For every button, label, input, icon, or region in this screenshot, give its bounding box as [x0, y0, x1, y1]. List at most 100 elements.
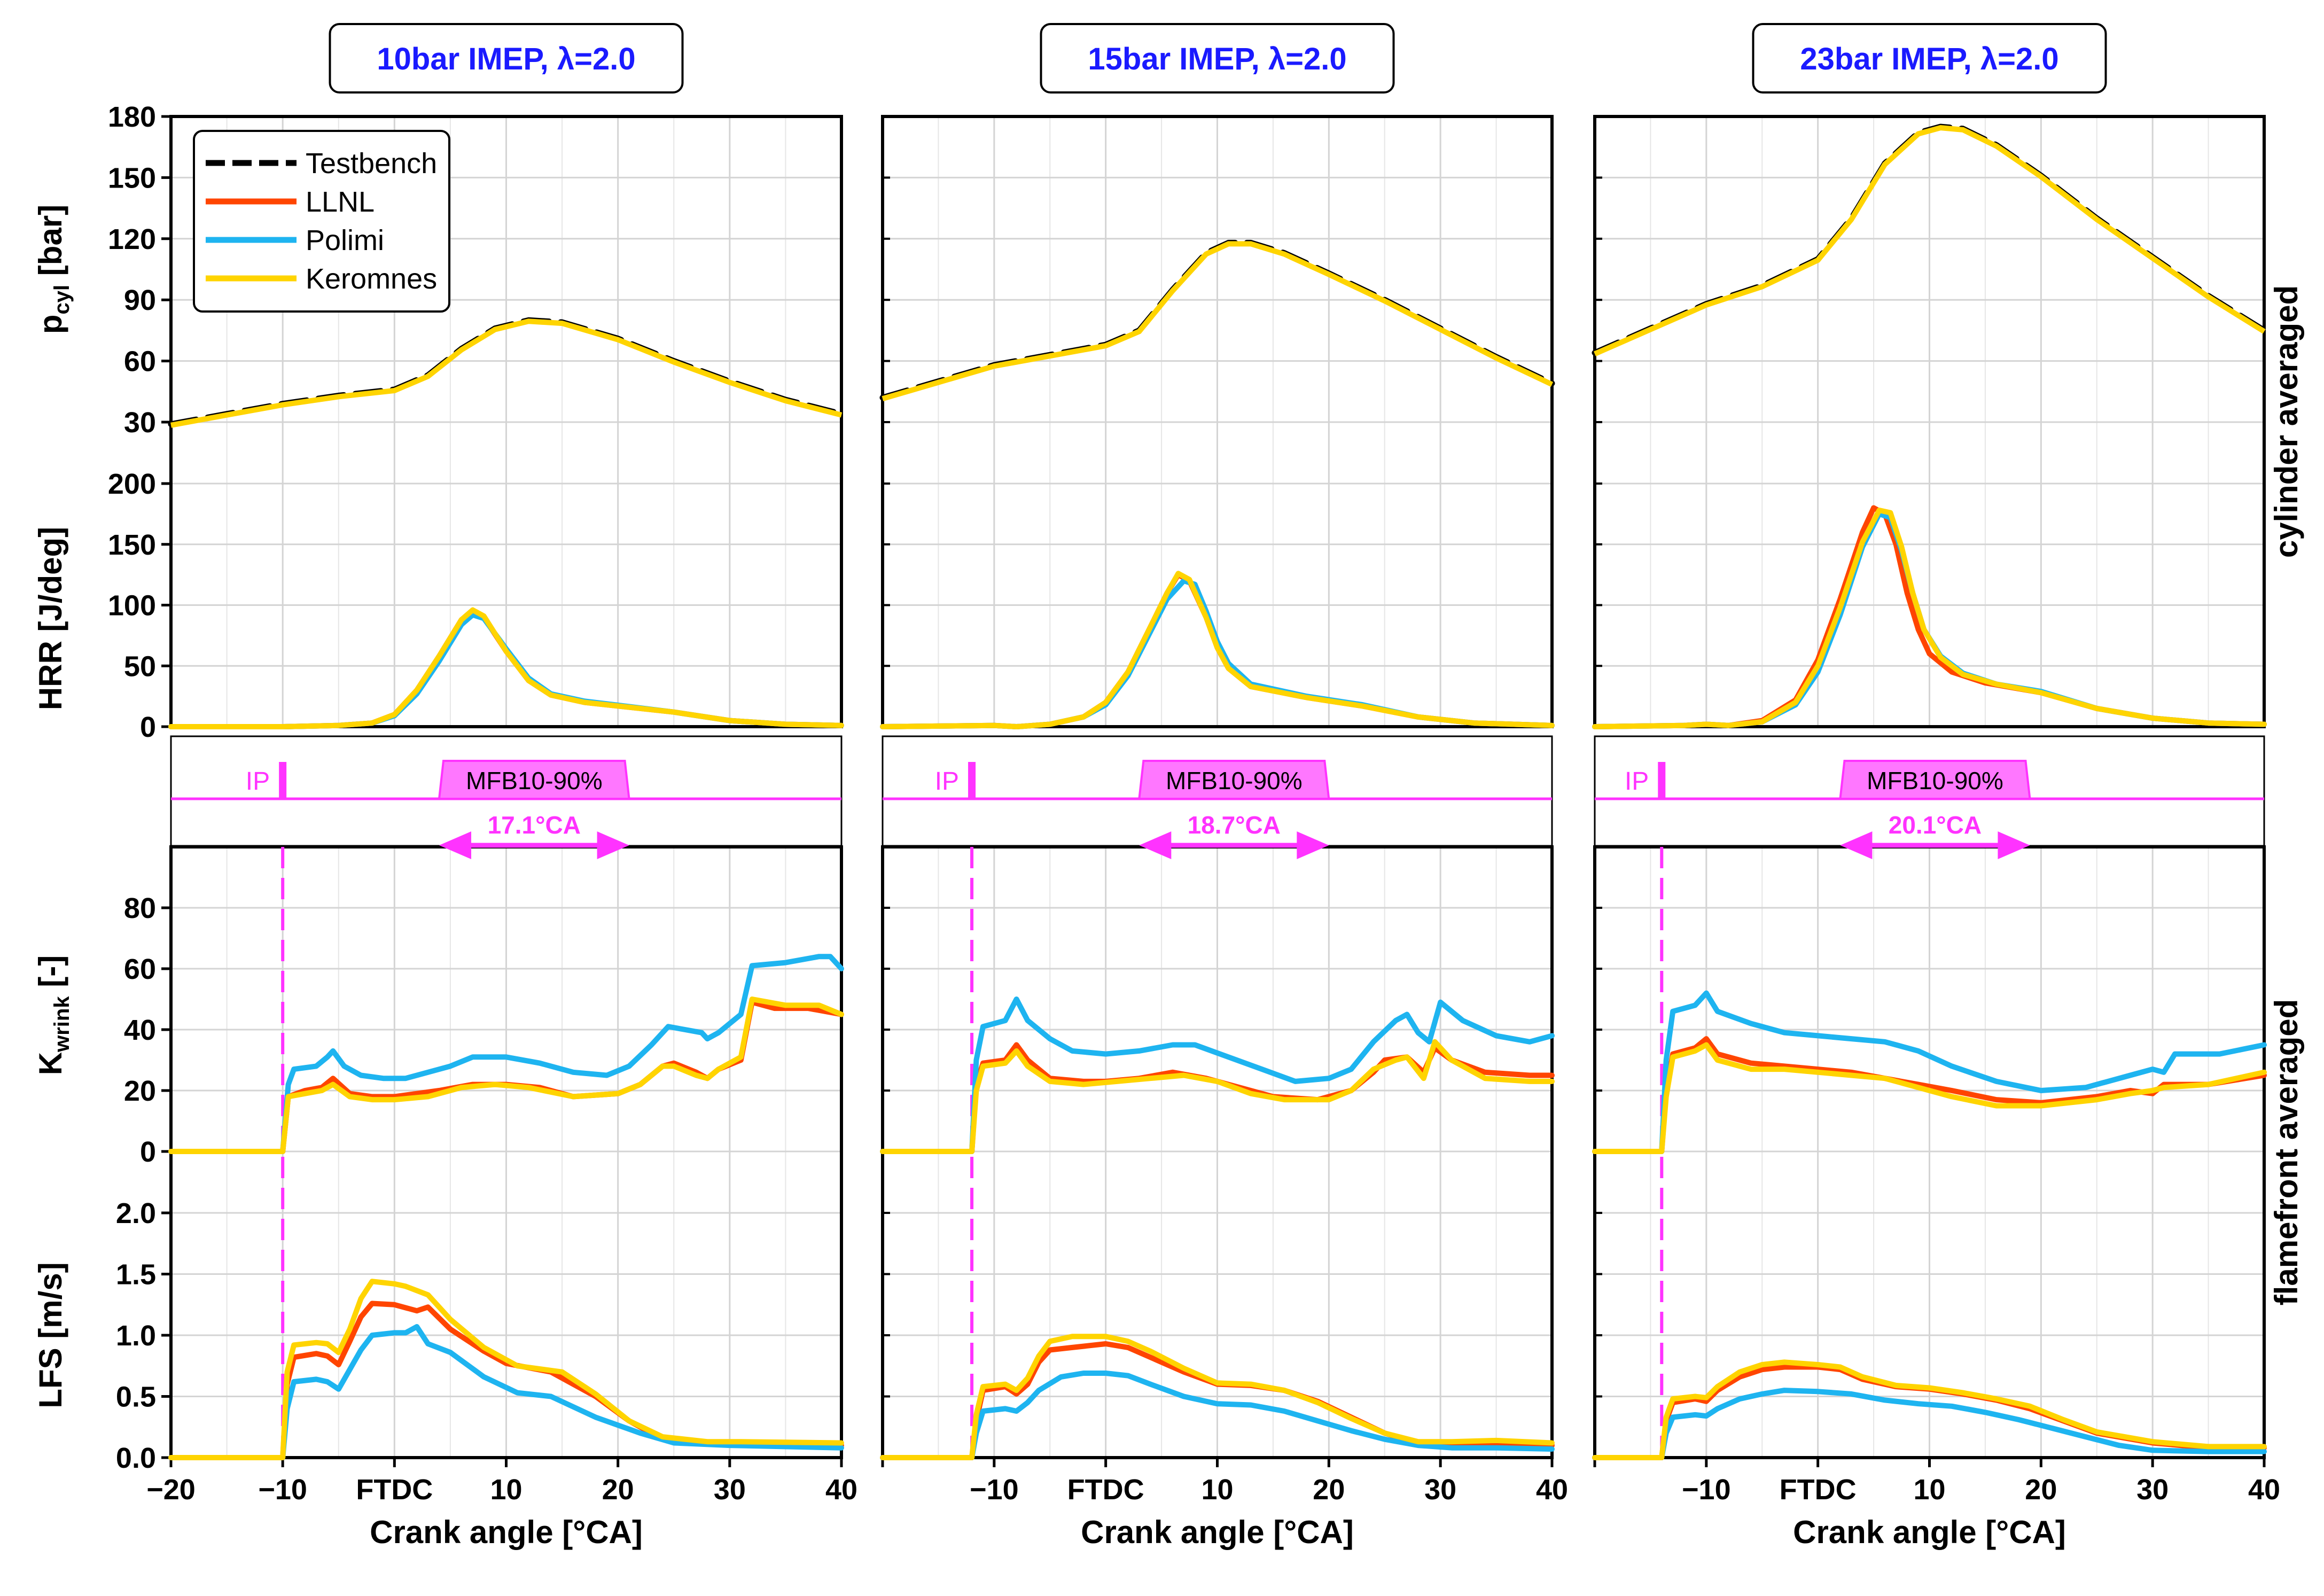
duration-arrow-right: [597, 831, 629, 859]
y-tick-label-lfs: 1.5: [116, 1259, 156, 1291]
y-axis-label-hrr: HRR [J/deg]: [33, 527, 68, 710]
y-tick-label-hrr: 50: [124, 650, 156, 682]
x-tick-label: 20: [2025, 1474, 2057, 1506]
ip-marker: [1658, 762, 1666, 799]
panel-2: −10 FTDC 10 20 30 40 Crank angle [°CA] 15bar IM…: [879, 23, 1568, 1550]
x-axis-label: Crank angle [°CA]: [1081, 1514, 1354, 1550]
x-tick-label: −10: [258, 1474, 307, 1506]
x-axis-label: Crank angle [°CA]: [1793, 1514, 2066, 1550]
series-kwrink-polimi: [168, 954, 844, 1154]
x-tick-label: −10: [1682, 1474, 1731, 1506]
y-tick-label-pcyl: 90: [124, 284, 156, 316]
y-tick-label-pcyl: 150: [108, 162, 156, 194]
x-axis-label: Crank angle [°CA]: [370, 1514, 643, 1550]
series-pcyl-keromnes: [170, 318, 843, 428]
x-tick-label: FTDC: [356, 1474, 433, 1506]
y-label-main: p: [33, 314, 68, 334]
mfb-label: MFB10-90%: [1166, 767, 1303, 795]
series-kwrink-keromnes: [880, 1039, 1555, 1154]
x-tick-label: 20: [1313, 1474, 1345, 1506]
y-tick-label-kwrink: 60: [124, 953, 156, 985]
y-label-sub: cyl: [50, 285, 74, 315]
series-lfs-polimi: [168, 1324, 844, 1460]
y-tick-label-lfs: 0.5: [116, 1381, 156, 1413]
right-label-cylinder-averaged: cylinder averaged: [2268, 285, 2304, 558]
x-tick-label: 30: [2136, 1474, 2169, 1506]
x-tick-label: FTDC: [1780, 1474, 1857, 1506]
legend-label-testbench: Testbench: [306, 147, 437, 180]
panel-title: 10bar IMEP, λ=2.0: [377, 42, 635, 76]
series-hrr-keromnes: [880, 571, 1555, 729]
legend-label-polimi: Polimi: [306, 224, 384, 256]
x-tick-label: 40: [1536, 1474, 1568, 1506]
series-lfs-keromnes: [168, 1279, 844, 1460]
duration-arrow-left: [1840, 831, 1873, 859]
y-tick-label-hrr: 150: [108, 529, 156, 561]
panel-title: 23bar IMEP, λ=2.0: [1800, 42, 2058, 76]
y-axis-label-lfs: LFS [m/s]: [33, 1262, 68, 1408]
duration-label: 18.7°CA: [1188, 811, 1281, 839]
duration-arrow-left: [1139, 831, 1172, 859]
duration-arrow-right: [1297, 831, 1329, 859]
ip-label: IP: [1625, 767, 1649, 796]
legend-box: [193, 130, 450, 313]
mfb-bar: [1839, 760, 2031, 800]
y-label-main: K: [33, 1052, 68, 1075]
ip-label: IP: [935, 767, 959, 796]
duration-label: 20.1°CA: [1889, 811, 1982, 839]
ip-marker: [968, 762, 976, 799]
y-tick-label-lfs: 1.0: [116, 1320, 156, 1352]
duration-label: 17.1°CA: [488, 811, 581, 839]
mfb-bar: [438, 760, 630, 800]
x-tick-label: −20: [146, 1474, 196, 1506]
x-tick-label: 40: [825, 1474, 857, 1506]
series-pcyl-keromnes: [1593, 125, 2266, 356]
series-pcyl-keromnes: [882, 241, 1554, 401]
y-label-unit: [-]: [33, 955, 68, 996]
ip-label: IP: [246, 767, 270, 796]
y-tick-label-kwrink: 80: [124, 892, 156, 924]
y-tick-label-hrr: 200: [108, 468, 156, 500]
y-tick-label-pcyl: 60: [124, 346, 156, 378]
series-lfs-polimi: [880, 1371, 1555, 1460]
panel-title-box: [1040, 23, 1395, 94]
y-tick-label-kwrink: 40: [124, 1014, 156, 1046]
mfb-bar: [1138, 760, 1330, 800]
y-tick-label-pcyl: 120: [108, 223, 156, 255]
panel-1: 30 60 90 120 150 180 0 50 100 150 200 0 20 40 60 80 0.0 0…: [108, 23, 857, 1550]
series-hrr-keromnes: [1592, 508, 2267, 729]
x-tick-label: 30: [1424, 1474, 1456, 1506]
duration-arrow-left: [439, 831, 471, 859]
series-lfs-polimi: [1592, 1388, 2267, 1460]
mfb-label: MFB10-90%: [466, 767, 603, 795]
y-tick-label-pcyl: 180: [108, 101, 156, 133]
x-tick-label: FTDC: [1067, 1474, 1144, 1506]
ip-marker: [279, 762, 287, 799]
y-tick-label-lfs: 0.0: [116, 1442, 156, 1474]
y-tick-label-kwrink: 0: [140, 1136, 156, 1168]
duration-arrow-right: [1998, 831, 2030, 859]
x-tick-label: 10: [490, 1474, 522, 1506]
panel-title-box: [329, 23, 684, 94]
y-axis-label-kwrink: Kwrink [-]: [33, 955, 74, 1075]
y-tick-label-pcyl: 30: [124, 407, 156, 439]
x-tick-label: 20: [602, 1474, 634, 1506]
y-tick-label-kwrink: 20: [124, 1075, 156, 1107]
y-tick-label-lfs: 2.0: [116, 1197, 156, 1229]
y-label-sub: wrink: [50, 996, 74, 1053]
panel-3: −10 FTDC 10 20 30 40 Crank angle [°CA] 23bar IM…: [1592, 23, 2280, 1550]
series-kwrink-polimi: [1592, 990, 2267, 1154]
y-tick-label-hrr: 0: [140, 711, 156, 743]
panel-title-box: [1752, 23, 2107, 94]
y-label-unit: [bar]: [33, 205, 68, 285]
series-kwrink-keromnes: [168, 996, 844, 1154]
series-lfs-keromnes: [880, 1334, 1555, 1460]
x-tick-label: 40: [2248, 1474, 2280, 1506]
series-lfs-keromnes: [1592, 1359, 2267, 1460]
legend-label-keromnes: Keromnes: [306, 263, 437, 295]
x-tick-label: 10: [1201, 1474, 1233, 1506]
legend-label-llnl: LLNL: [306, 186, 375, 218]
mfb-label: MFB10-90%: [1867, 767, 2003, 795]
